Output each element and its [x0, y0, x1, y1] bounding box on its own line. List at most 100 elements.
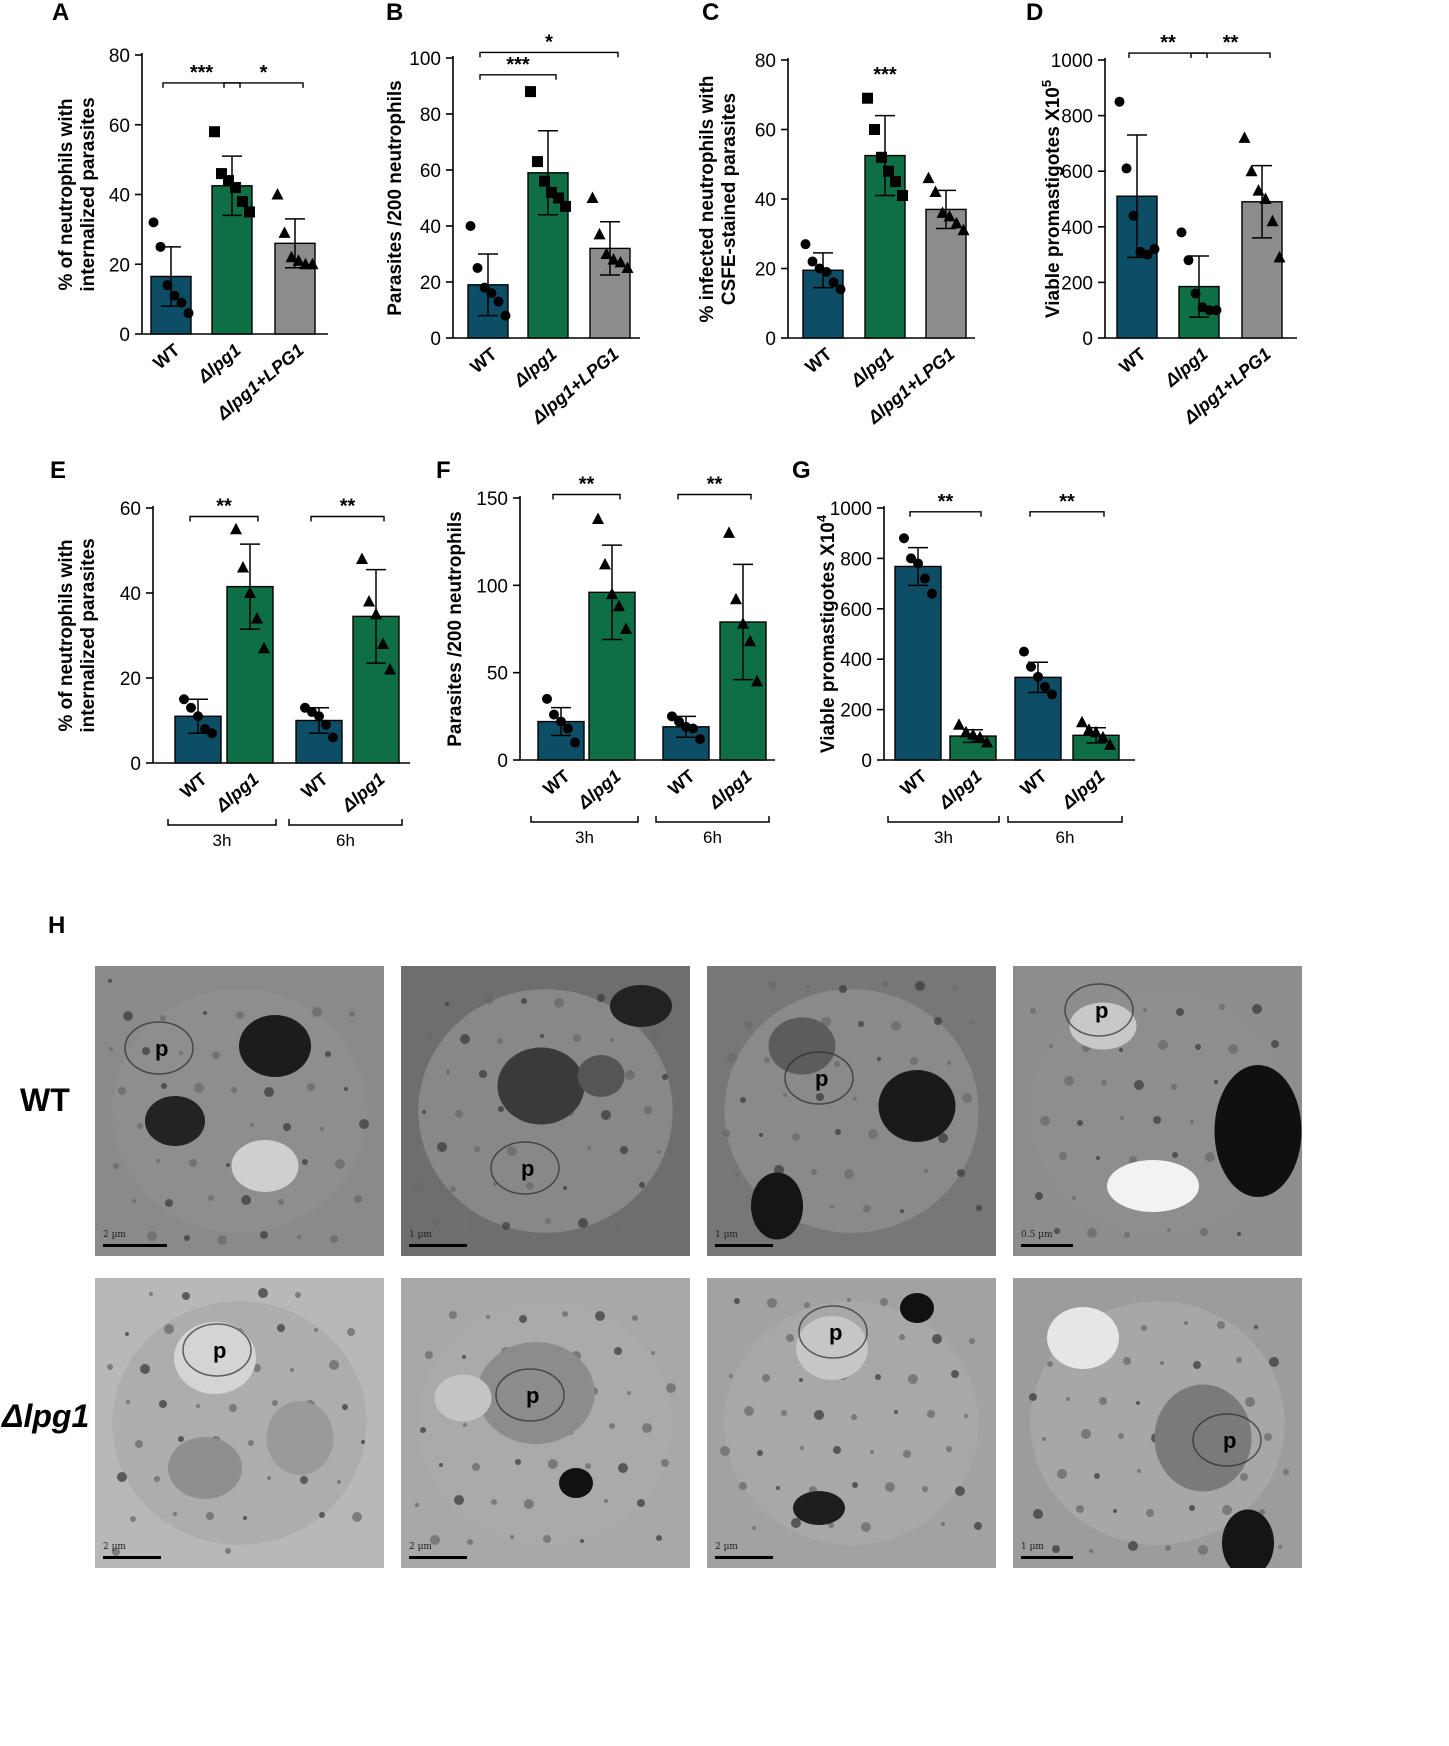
granule: [179, 1051, 183, 1055]
y-axis-label: internalized parasites: [78, 97, 99, 291]
granule: [498, 1106, 504, 1112]
category-label: WT: [176, 769, 210, 802]
granule: [947, 1061, 951, 1065]
granule: [335, 1159, 345, 1169]
data-point: [251, 612, 263, 624]
panel-letter-g: G: [792, 457, 811, 484]
granule: [1217, 1321, 1225, 1329]
data-point: [306, 257, 319, 270]
granule: [182, 1292, 190, 1300]
significance-bracket: [189, 515, 259, 522]
granule: [319, 1512, 325, 1518]
granule: [776, 1486, 780, 1490]
y-tick-label: 0: [1082, 329, 1093, 350]
granule: [971, 1021, 975, 1025]
panel-letter-b: B: [386, 0, 403, 26]
granule: [833, 1446, 841, 1454]
granule: [1245, 1397, 1255, 1407]
granule: [1099, 1397, 1107, 1405]
granule: [253, 1364, 261, 1372]
significance-label: **: [938, 491, 954, 513]
micrograph-image: [1030, 983, 1302, 1238]
scale-bar-label: 1 µm: [409, 1230, 432, 1240]
granule: [493, 1182, 497, 1186]
granule: [811, 1169, 817, 1175]
granule: [661, 1459, 669, 1467]
granule: [1064, 1076, 1074, 1086]
y-axis-label: % of neutrophils with: [56, 539, 77, 731]
organelle: [477, 1342, 595, 1444]
granule: [156, 1159, 160, 1163]
granule: [938, 1133, 948, 1143]
scale-bar: [103, 1556, 161, 1559]
granule: [491, 1499, 497, 1505]
parasite-outline: [495, 1368, 565, 1422]
granule: [212, 1051, 220, 1059]
granule: [964, 1414, 968, 1418]
granule: [752, 1526, 756, 1530]
granule: [1252, 1004, 1262, 1014]
category-label: WT: [466, 344, 500, 377]
y-tick-label: 100: [409, 49, 441, 70]
data-point: [828, 277, 839, 288]
granule: [472, 1463, 480, 1471]
granule: [720, 1446, 730, 1456]
granule: [585, 1463, 591, 1469]
data-point: [586, 191, 599, 203]
granule: [880, 1298, 888, 1306]
granule: [165, 1199, 173, 1207]
granule: [161, 1083, 167, 1089]
significance-label: ***: [190, 62, 214, 84]
granule: [1066, 1397, 1070, 1401]
granule: [422, 1110, 426, 1114]
significance-label: *: [260, 62, 268, 84]
granule: [657, 1150, 661, 1154]
significance-label: **: [340, 496, 356, 518]
category-label: Δlpg1: [573, 766, 624, 814]
parasite-label: p: [1223, 1428, 1237, 1453]
granule: [1035, 1192, 1043, 1200]
granule: [656, 1535, 662, 1541]
granule: [1052, 1545, 1060, 1553]
group-bracket: [167, 819, 277, 826]
granule: [934, 1017, 942, 1025]
data-point: [974, 730, 986, 743]
granule: [957, 1169, 965, 1177]
category-label: WT: [297, 769, 331, 802]
granule: [620, 1146, 628, 1154]
granule: [337, 1480, 341, 1484]
granule: [196, 1404, 200, 1408]
organelle: [610, 985, 672, 1027]
micrograph-image: [1029, 1301, 1289, 1568]
granule: [445, 1002, 449, 1006]
granule: [359, 1119, 369, 1129]
granule: [314, 1328, 318, 1332]
organelle: [239, 1015, 311, 1077]
y-tick-label: 60: [420, 161, 441, 182]
granule: [437, 1142, 447, 1152]
group-label: 6h: [703, 828, 722, 847]
granule: [858, 1021, 864, 1027]
granule: [454, 1495, 464, 1505]
category-label: WT: [1016, 766, 1050, 799]
parasite-label: p: [155, 1036, 169, 1061]
y-tick-label: 80: [755, 51, 776, 72]
granule: [644, 1106, 652, 1114]
granule: [1141, 1325, 1147, 1331]
granule: [1029, 1393, 1037, 1401]
data-point: [563, 723, 573, 734]
granule: [651, 1351, 655, 1355]
parasite-label: p: [829, 1320, 843, 1345]
significance-bracket: [552, 493, 621, 500]
granule: [1189, 1505, 1195, 1511]
group-label: 3h: [934, 828, 953, 847]
granule: [727, 1053, 737, 1063]
organelle: [434, 1374, 492, 1422]
granule: [762, 1374, 770, 1382]
y-tick-label: 600: [840, 600, 872, 621]
data-point: [1121, 163, 1132, 174]
data-point: [472, 263, 483, 273]
data-point: [1128, 210, 1139, 221]
granule: [767, 1298, 777, 1308]
y-tick-label: 400: [840, 650, 872, 671]
